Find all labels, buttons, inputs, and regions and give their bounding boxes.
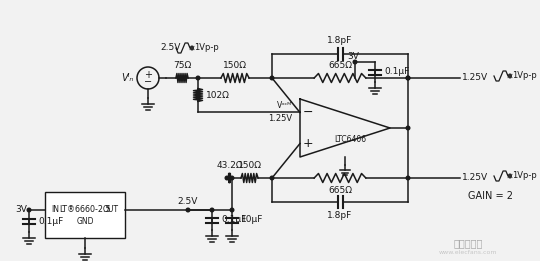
Circle shape	[230, 176, 234, 180]
Text: 1Vp-p: 1Vp-p	[512, 171, 537, 181]
Circle shape	[270, 176, 274, 180]
Circle shape	[406, 76, 410, 80]
Text: 150Ω: 150Ω	[223, 61, 247, 70]
Text: 3V: 3V	[347, 52, 359, 61]
Circle shape	[225, 176, 229, 180]
Text: 0.1μF: 0.1μF	[384, 68, 409, 76]
Circle shape	[196, 76, 200, 80]
Circle shape	[353, 60, 357, 64]
Text: −: −	[144, 76, 152, 86]
Text: IN: IN	[51, 205, 59, 215]
Text: Vᵒᶜᴹ: Vᵒᶜᴹ	[277, 101, 292, 110]
Bar	[45, 192, 125, 238]
Circle shape	[230, 208, 234, 212]
Text: 3V: 3V	[15, 205, 27, 215]
Text: 665Ω: 665Ω	[328, 186, 352, 195]
Circle shape	[406, 176, 410, 180]
Text: 1.25V: 1.25V	[268, 114, 292, 123]
Text: GND: GND	[76, 217, 94, 226]
Circle shape	[406, 126, 410, 130]
Text: +: +	[303, 137, 313, 150]
Text: LTC6406: LTC6406	[334, 135, 366, 144]
Text: 0.1μF: 0.1μF	[221, 216, 246, 224]
Circle shape	[27, 208, 31, 212]
Text: 665Ω: 665Ω	[328, 61, 352, 70]
Circle shape	[270, 76, 274, 80]
Text: 2.5V: 2.5V	[160, 43, 180, 52]
Text: OUT: OUT	[103, 205, 119, 215]
Text: LT®6660-2.5: LT®6660-2.5	[59, 205, 111, 215]
Text: +: +	[144, 69, 152, 80]
Text: 75Ω: 75Ω	[173, 61, 191, 70]
Text: 102Ω: 102Ω	[206, 91, 230, 99]
Text: Vᴵₙ: Vᴵₙ	[121, 73, 133, 83]
Text: 0.1μF: 0.1μF	[38, 217, 63, 226]
Circle shape	[186, 208, 190, 212]
Circle shape	[210, 208, 214, 212]
Text: 1.8pF: 1.8pF	[327, 211, 353, 220]
Text: GAIN = 2: GAIN = 2	[468, 191, 513, 201]
Text: 150Ω: 150Ω	[238, 161, 261, 170]
Text: 2.5V: 2.5V	[178, 197, 198, 206]
Text: 1.25V: 1.25V	[462, 74, 488, 82]
Text: −: −	[303, 106, 313, 119]
Text: 1.25V: 1.25V	[462, 174, 488, 182]
Text: 电子发烧友: 电子发烧友	[453, 238, 483, 248]
Text: 43.2Ω: 43.2Ω	[216, 161, 243, 170]
Text: 10μF: 10μF	[241, 216, 264, 224]
Text: 1Vp-p: 1Vp-p	[194, 44, 219, 52]
Text: 1.8pF: 1.8pF	[327, 36, 353, 45]
Text: www.elecfans.com: www.elecfans.com	[438, 250, 497, 254]
Text: 1Vp-p: 1Vp-p	[512, 72, 537, 80]
Circle shape	[406, 76, 410, 80]
